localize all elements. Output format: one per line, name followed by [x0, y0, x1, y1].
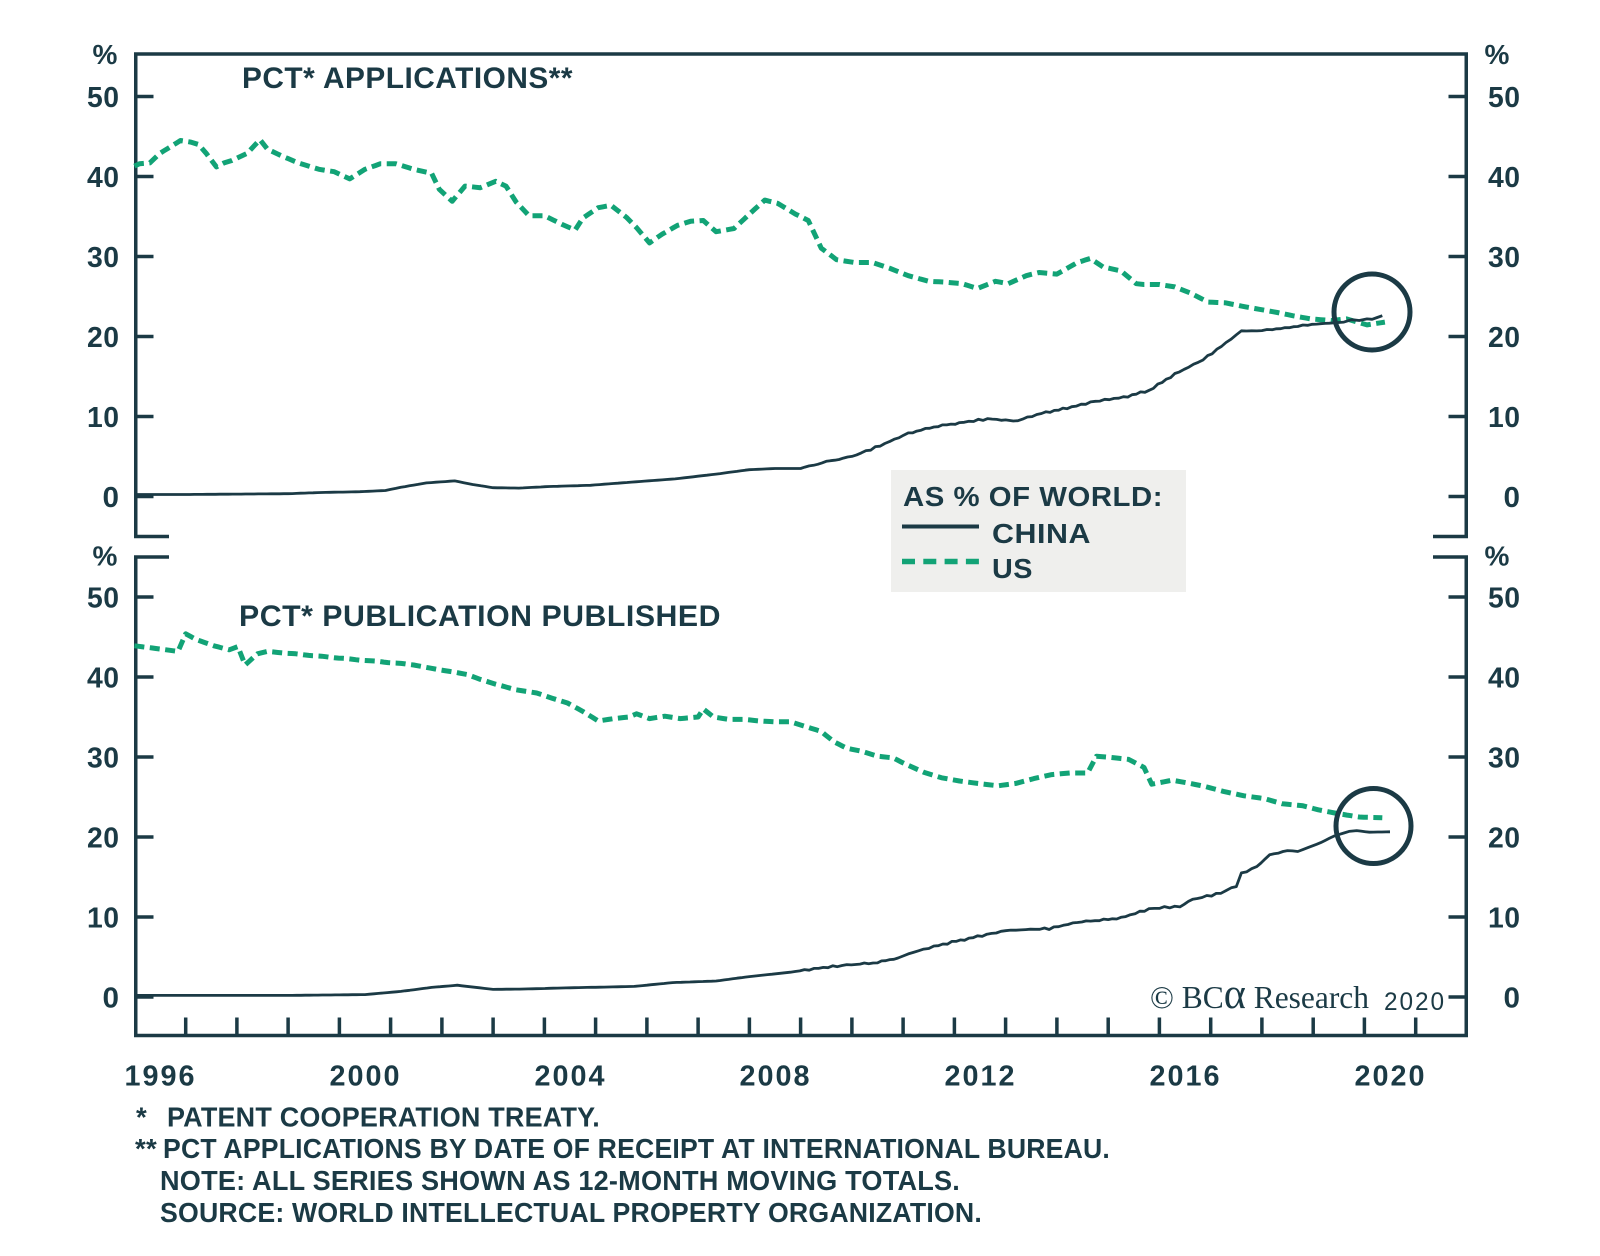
- svg-text:**: **: [135, 1133, 157, 1164]
- svg-text:NOTE: ALL SERIES SHOWN AS 12-M: NOTE: ALL SERIES SHOWN AS 12-MONTH MOVIN…: [160, 1165, 960, 1196]
- svg-text:50: 50: [87, 583, 120, 615]
- svg-text:PCT APPLICATIONS BY DATE OF RE: PCT APPLICATIONS BY DATE OF RECEIPT AT I…: [163, 1133, 1110, 1164]
- svg-text:50: 50: [1488, 82, 1521, 114]
- svg-text:20: 20: [1488, 322, 1521, 354]
- svg-text:*: *: [136, 1102, 147, 1133]
- svg-text:CHINA: CHINA: [992, 518, 1091, 549]
- svg-text:PCT* PUBLICATION PUBLISHED: PCT* PUBLICATION PUBLISHED: [239, 600, 721, 633]
- svg-text:40: 40: [1488, 663, 1521, 695]
- svg-text:0: 0: [1504, 482, 1521, 514]
- svg-text:PCT* APPLICATIONS**: PCT* APPLICATIONS**: [242, 62, 573, 95]
- svg-text:30: 30: [1488, 743, 1521, 775]
- svg-text:0: 0: [103, 482, 120, 514]
- svg-text:50: 50: [1488, 583, 1521, 615]
- svg-text:2012: 2012: [945, 1061, 1017, 1093]
- svg-text:SOURCE: WORLD INTELLECTUAL PRO: SOURCE: WORLD INTELLECTUAL PROPERTY ORGA…: [160, 1197, 982, 1228]
- svg-text:2016: 2016: [1150, 1061, 1222, 1093]
- svg-text:0: 0: [1504, 983, 1521, 1015]
- svg-text:10: 10: [1488, 903, 1521, 935]
- svg-text:0: 0: [103, 983, 120, 1015]
- svg-text:%: %: [93, 541, 118, 572]
- svg-text:© BCα Research: © BCα Research: [1150, 971, 1369, 1018]
- svg-text:10: 10: [1488, 402, 1521, 434]
- svg-text:20: 20: [87, 322, 120, 354]
- svg-text:10: 10: [87, 402, 120, 434]
- svg-text:2020: 2020: [1384, 988, 1446, 1016]
- svg-text:2008: 2008: [740, 1061, 812, 1093]
- svg-text:%: %: [93, 39, 118, 70]
- svg-text:AS % OF WORLD:: AS % OF WORLD:: [903, 481, 1163, 512]
- svg-text:US: US: [992, 553, 1033, 584]
- svg-text:10: 10: [87, 903, 120, 935]
- svg-text:40: 40: [87, 663, 120, 695]
- svg-text:40: 40: [87, 162, 120, 194]
- svg-text:%: %: [1485, 541, 1510, 572]
- svg-text:2000: 2000: [330, 1061, 402, 1093]
- svg-text:20: 20: [87, 823, 120, 855]
- svg-text:40: 40: [1488, 162, 1521, 194]
- svg-text:%: %: [1485, 39, 1510, 70]
- svg-text:1996: 1996: [125, 1061, 197, 1093]
- svg-text:20: 20: [1488, 823, 1521, 855]
- svg-text:30: 30: [1488, 242, 1521, 274]
- svg-text:2004: 2004: [535, 1061, 607, 1093]
- svg-text:2020: 2020: [1355, 1061, 1427, 1093]
- svg-text:50: 50: [87, 82, 120, 114]
- svg-text:PATENT COOPERATION TREATY.: PATENT COOPERATION TREATY.: [167, 1102, 600, 1133]
- svg-text:30: 30: [87, 743, 120, 775]
- svg-text:30: 30: [87, 242, 120, 274]
